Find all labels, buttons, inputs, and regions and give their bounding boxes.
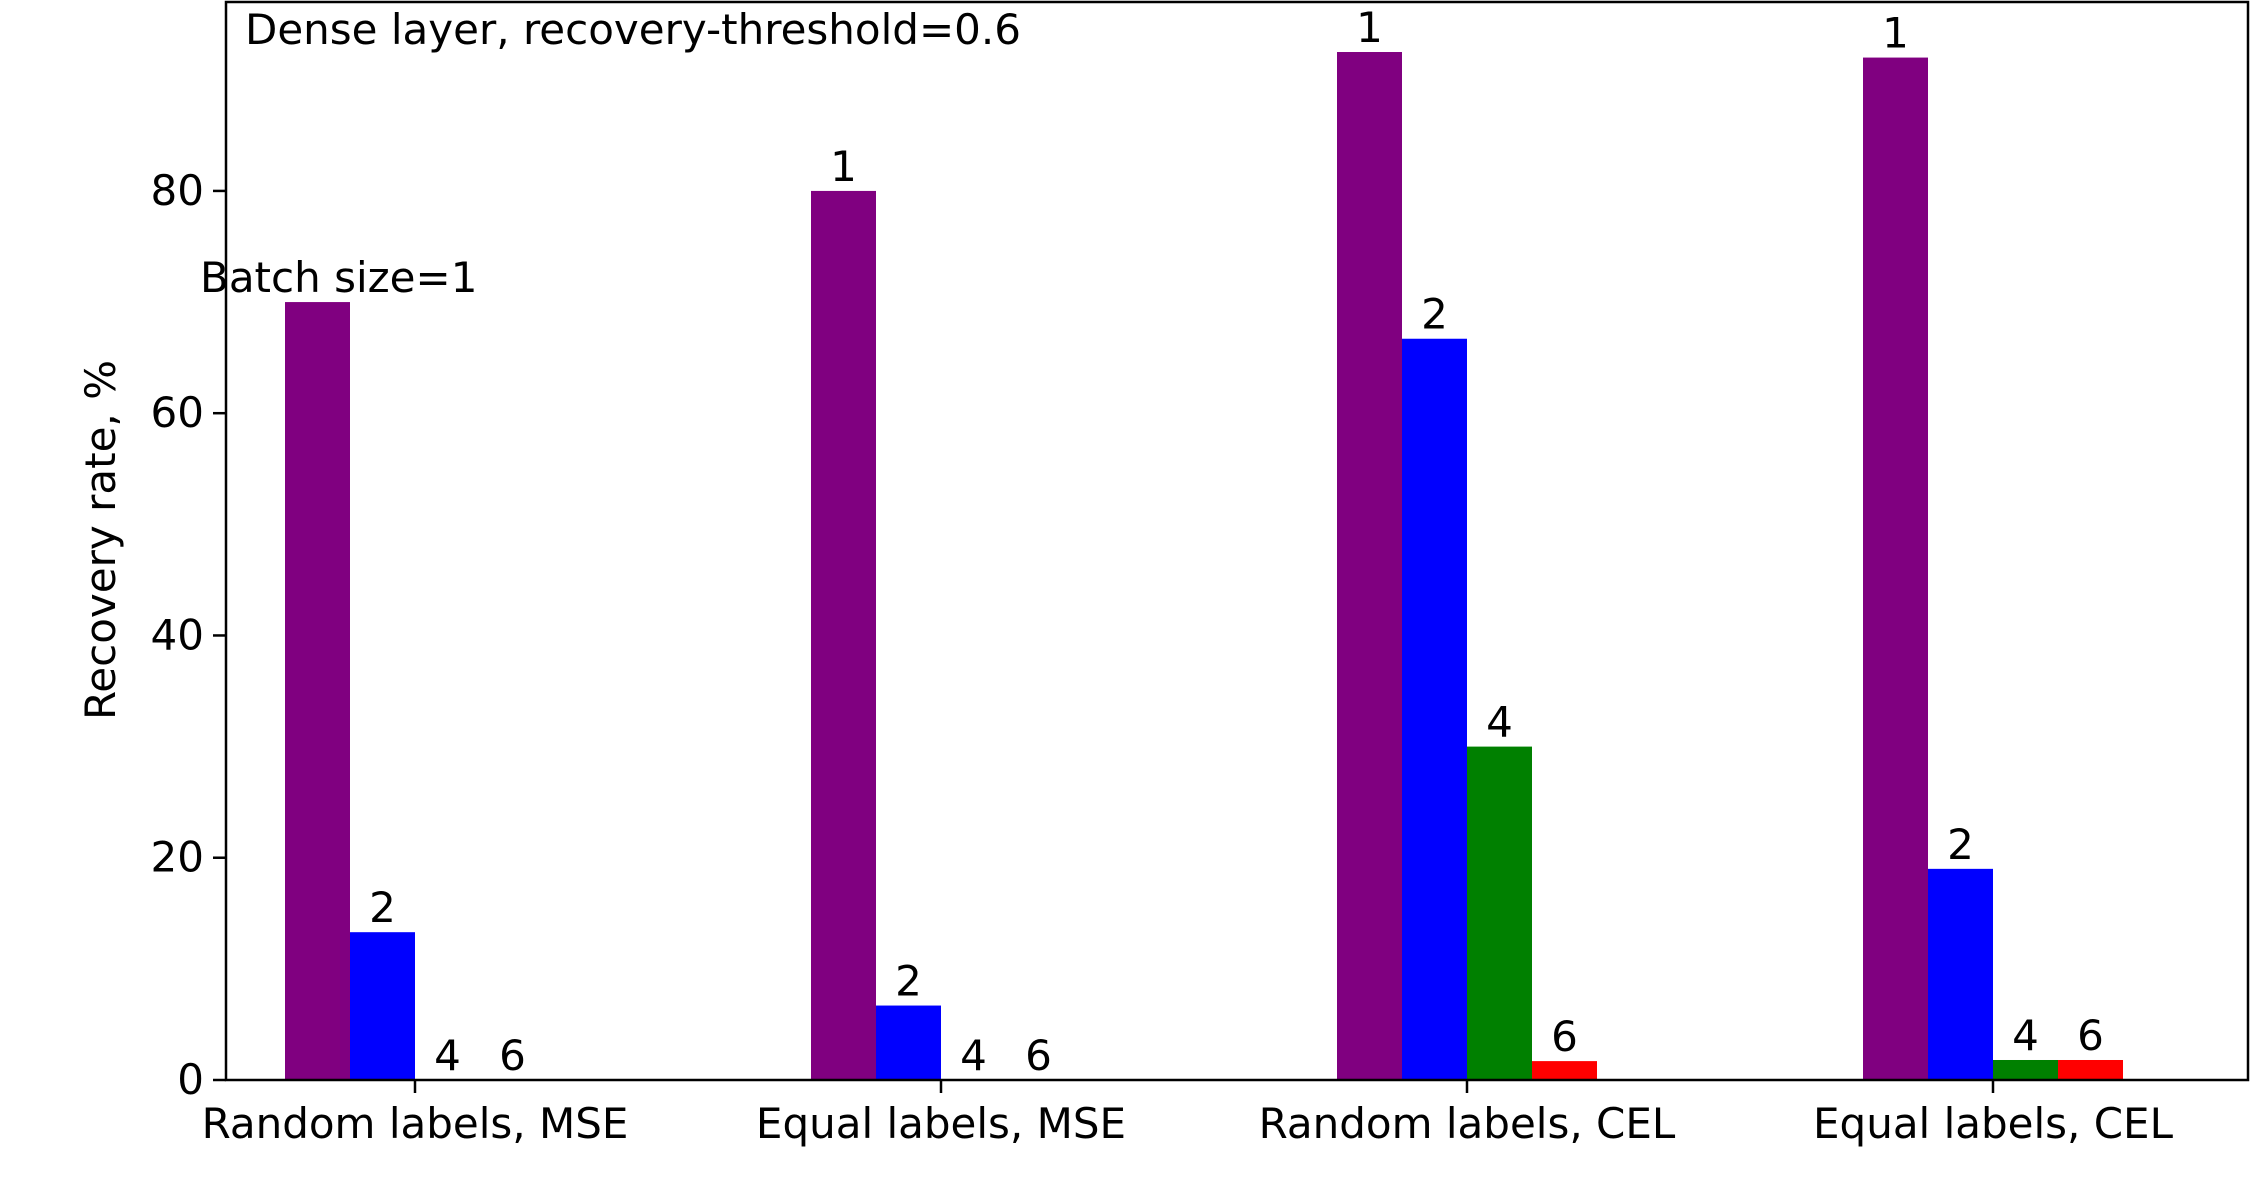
bar-equal-labels-cel-batch-4 (1993, 1059, 2058, 1080)
x-axis-ticks: Random labels, MSE Equal labels, MSE Rando… (202, 1080, 2174, 1148)
bar-value-label: 6 (499, 1031, 526, 1080)
x-tick-label: Random labels, MSE (202, 1099, 629, 1148)
y-tick-label: 60 (151, 388, 204, 437)
bar-value-label: 4 (960, 1031, 987, 1080)
bar-random-labels-mse-batch-2 (350, 932, 415, 1080)
y-tick-label: 20 (151, 833, 204, 882)
bar-value-label: 6 (1025, 1031, 1052, 1080)
bar-random-labels-cel-batch-6 (1532, 1061, 1597, 1080)
bar-equal-labels-mse-batch-2 (876, 1005, 941, 1080)
bar-value-label: 1 (1882, 9, 1909, 58)
x-tick-label: Equal labels, MSE (756, 1099, 1126, 1148)
x-tick-label: Random labels, CEL (1259, 1099, 1676, 1148)
bar-value-label: 4 (434, 1031, 461, 1080)
bar-equal-labels-cel-batch-1 (1863, 57, 1928, 1080)
bar-value-label: 2 (895, 957, 922, 1006)
bar-random-labels-cel-batch-1 (1337, 52, 1402, 1081)
y-axis-ticks: 0 20 40 60 80 (151, 166, 226, 1104)
bar-random-labels-cel-batch-4 (1467, 746, 1532, 1080)
chart-title: Dense layer, recovery-threshold=0.6 (245, 5, 1021, 54)
bar-value-label: 2 (1947, 820, 1974, 869)
bar-random-labels-cel-batch-2 (1402, 338, 1467, 1080)
bar-equal-labels-mse-batch-1 (811, 190, 876, 1080)
bar-value-label: 1 (830, 142, 857, 191)
x-tick-label: Equal labels, CEL (1813, 1099, 2174, 1148)
bar-value-label: 4 (1486, 698, 1513, 747)
bar-equal-labels-cel-batch-6 (2058, 1059, 2123, 1080)
bar-random-labels-mse-batch-1 (285, 302, 350, 1080)
y-axis-title: Recovery rate, % (76, 360, 125, 720)
bar-value-label: 6 (2077, 1011, 2104, 1060)
plot-frame (224, 0, 2250, 1082)
bar-value-label: 4 (2012, 1011, 2039, 1060)
bar-annotation: Batch size=1 (200, 253, 477, 302)
bar-equal-labels-cel-batch-2 (1928, 868, 1993, 1080)
bar-value-label: 1 (1356, 3, 1383, 52)
bar-value-label: 6 (1551, 1012, 1578, 1061)
y-tick-label: 80 (151, 166, 204, 215)
bar-value-label: 2 (369, 883, 396, 932)
bars-layer (285, 52, 2123, 1081)
y-tick-label: 0 (177, 1055, 204, 1104)
bar-value-label: 2 (1421, 290, 1448, 339)
y-tick-label: 40 (151, 610, 204, 659)
